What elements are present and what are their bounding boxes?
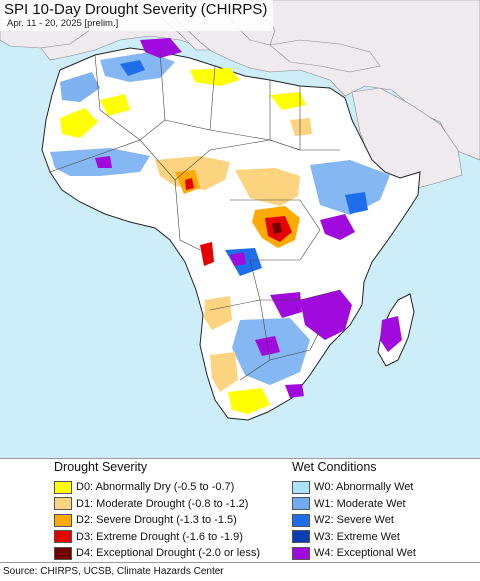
legend-label-d2: D2: Severe Drought (-1.3 to -1.5)	[76, 514, 237, 527]
map-title-box: SPI 10-Day Drought Severity (CHIRPS) Apr…	[0, 0, 274, 31]
legend-label-w4: W4: Exceptional Wet	[314, 547, 416, 560]
legend-label-d3: D3: Extreme Drought (-1.6 to -1.9)	[76, 530, 243, 543]
map-title: SPI 10-Day Drought Severity (CHIRPS)	[4, 1, 268, 18]
d3-swatch	[54, 530, 72, 544]
w4-swatch	[292, 546, 310, 560]
legend-item-d1: D1: Moderate Drought (-0.8 to -1.2)	[54, 496, 260, 513]
legend-item-d3: D3: Extreme Drought (-1.6 to -1.9)	[54, 529, 260, 546]
legend-item-w0: W0: Abnormally Wet	[292, 479, 416, 496]
legend-label-w1: W1: Moderate Wet	[314, 497, 406, 510]
europe-landmass	[0, 0, 480, 161]
drought-legend-list: D0: Abnormally Dry (-0.5 to -0.7) D1: Mo…	[54, 479, 260, 562]
country-borders	[49, 51, 341, 381]
w0-swatch	[292, 480, 310, 494]
source-bar: Source: CHIRPS, UCSB, Climate Hazards Ce…	[0, 562, 480, 581]
d1-swatch	[54, 497, 72, 511]
legend-item-w2: W2: Severe Wet	[292, 512, 416, 529]
map-subtitle: Apr. 11 - 20, 2025 [prelim.]	[7, 18, 119, 29]
d4-swatch	[54, 546, 72, 560]
legend-label-d4: D4: Exceptional Drought (-2.0 or less)	[76, 547, 261, 560]
w2-swatch	[292, 513, 310, 527]
wet-legend-heading: Wet Conditions	[292, 460, 377, 474]
legend-panel: Drought Severity D0: Abnormally Dry (-0.…	[0, 458, 480, 563]
legend-item-d0: D0: Abnormally Dry (-0.5 to -0.7)	[54, 479, 260, 496]
w1-swatch	[292, 497, 310, 511]
wet-legend-list: W0: Abnormally Wet W1: Moderate Wet W2: …	[292, 479, 416, 562]
legend-label-d0: D0: Abnormally Dry (-0.5 to -0.7)	[76, 481, 235, 494]
anatolia	[269, 39, 381, 73]
legend-item-d2: D2: Severe Drought (-1.3 to -1.5)	[54, 512, 260, 529]
map-panel: SPI 10-Day Drought Severity (CHIRPS) Apr…	[0, 0, 480, 458]
legend-label-w2: W2: Severe Wet	[314, 514, 394, 527]
legend-item-w3: W3: Extreme Wet	[292, 529, 416, 546]
legend-label-w3: W3: Extreme Wet	[314, 530, 400, 543]
drought-legend-heading: Drought Severity	[54, 460, 148, 474]
d2-swatch	[54, 513, 72, 527]
africa-drought-map	[0, 0, 480, 421]
legend-label-w0: W0: Abnormally Wet	[314, 481, 414, 494]
legend-item-w4: W4: Exceptional Wet	[292, 545, 416, 562]
d0-swatch	[54, 480, 72, 494]
legend-item-d4: D4: Exceptional Drought (-2.0 or less)	[54, 545, 260, 562]
source-credit: Source: CHIRPS, UCSB, Climate Hazards Ce…	[3, 566, 224, 577]
w3-swatch	[292, 530, 310, 544]
legend-item-w1: W1: Moderate Wet	[292, 496, 416, 513]
legend-label-d1: D1: Moderate Drought (-0.8 to -1.2)	[76, 497, 249, 510]
condition-overlays	[50, 38, 402, 414]
